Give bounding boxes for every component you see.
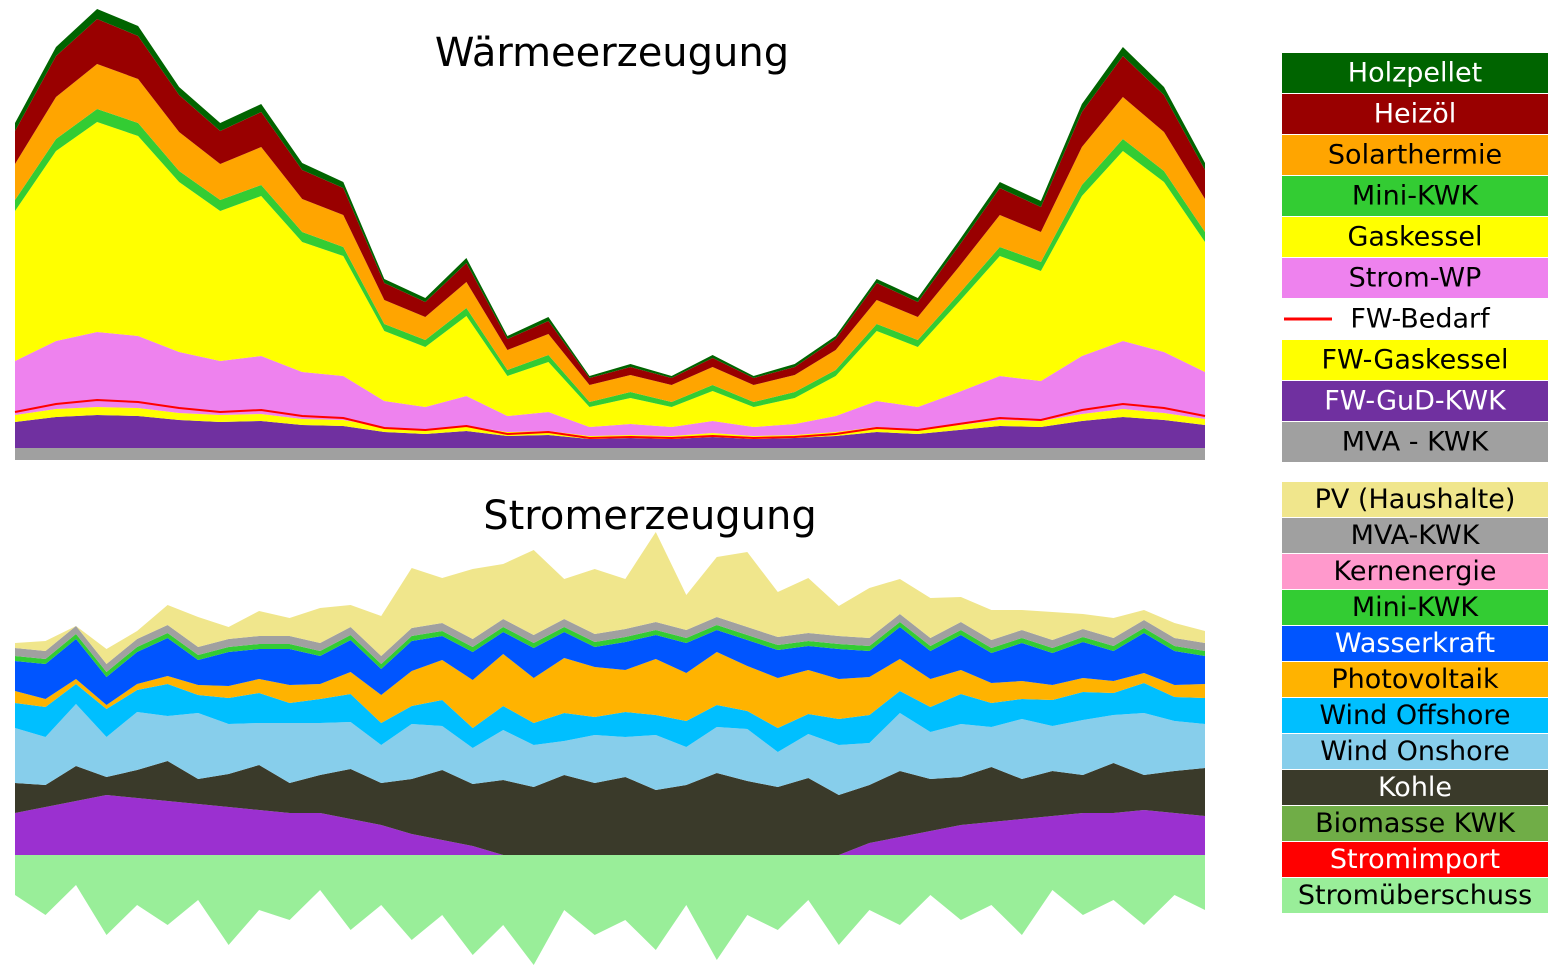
area-series bbox=[15, 332, 1205, 436]
legend-label: Heizöl bbox=[1374, 99, 1457, 130]
legend-swatch bbox=[1282, 381, 1548, 421]
chart-title: Stromerzeugung bbox=[483, 493, 817, 539]
legend-label: Holzpellet bbox=[1348, 58, 1482, 89]
legend-swatch bbox=[1282, 698, 1548, 733]
legend-swatch bbox=[1282, 770, 1548, 805]
legend-label: Mini-KWK bbox=[1352, 181, 1480, 212]
legend-swatch bbox=[1282, 340, 1548, 380]
area-series bbox=[15, 19, 1205, 385]
legend-label: PV (Haushalte) bbox=[1315, 484, 1516, 515]
legend-swatch bbox=[1282, 842, 1548, 877]
legend-label: MVA-KWK bbox=[1351, 520, 1481, 551]
legend-label: Stromüberschuss bbox=[1298, 880, 1532, 911]
legend-label: Strom-WP bbox=[1349, 263, 1482, 294]
legend-label: Solarthermie bbox=[1328, 140, 1502, 171]
chart-title: Wärmeerzeugung bbox=[435, 30, 789, 76]
area-series bbox=[15, 761, 1205, 855]
legend-swatch bbox=[1282, 518, 1548, 553]
legend-swatch bbox=[1282, 878, 1548, 913]
area-series bbox=[15, 683, 1205, 752]
legend-swatch bbox=[1282, 662, 1548, 697]
legend-swatch bbox=[1282, 217, 1548, 257]
legend-label: Mini-KWK bbox=[1352, 592, 1480, 623]
area-series bbox=[15, 448, 1205, 460]
legend-label: Photovoltaik bbox=[1331, 664, 1499, 695]
area-series bbox=[15, 652, 1205, 728]
legend-swatch bbox=[1282, 806, 1548, 841]
area-series bbox=[15, 614, 1205, 672]
plot bbox=[14, 9, 1206, 460]
legend-swatch bbox=[1282, 176, 1548, 216]
area-series bbox=[15, 704, 1205, 795]
plot bbox=[15, 532, 1205, 965]
legend-swatch bbox=[1282, 626, 1548, 661]
area-series bbox=[15, 122, 1205, 427]
legend-label: Gaskessel bbox=[1347, 222, 1482, 253]
area-series bbox=[15, 855, 1205, 965]
legend-swatch bbox=[1282, 258, 1548, 298]
legend-label: Kernenergie bbox=[1334, 556, 1497, 587]
legend-swatch bbox=[1282, 135, 1548, 175]
legend-label: Biomasse KWK bbox=[1315, 808, 1516, 839]
legend-swatch bbox=[1282, 554, 1548, 589]
legend-swatch bbox=[1282, 734, 1548, 769]
area-series bbox=[15, 532, 1205, 664]
legend-swatch bbox=[1282, 482, 1548, 517]
area-series bbox=[15, 415, 1205, 448]
line-series bbox=[14, 398, 1206, 440]
area-series bbox=[15, 407, 1205, 439]
area-series bbox=[15, 795, 1205, 855]
legend-label: MVA - KWK bbox=[1342, 427, 1490, 458]
legend-label: Stromimport bbox=[1330, 844, 1500, 875]
legend-swatch bbox=[1282, 422, 1548, 462]
legend-label: Wind Onshore bbox=[1320, 736, 1510, 767]
legend-swatch bbox=[1282, 53, 1548, 93]
legend-label: Kohle bbox=[1378, 772, 1452, 803]
legend-label: FW-Gaskessel bbox=[1322, 345, 1509, 376]
legend-label: Wind Offshore bbox=[1319, 700, 1510, 731]
legend-swatch bbox=[1282, 94, 1548, 134]
legend-label: FW-Bedarf bbox=[1350, 304, 1491, 335]
legend-swatch bbox=[1282, 590, 1548, 625]
area-series bbox=[15, 622, 1205, 677]
legend-label: FW-GuD-KWK bbox=[1324, 386, 1507, 417]
area-series bbox=[15, 64, 1205, 402]
legend-label: Wasserkraft bbox=[1335, 628, 1495, 659]
area-series bbox=[15, 627, 1205, 705]
